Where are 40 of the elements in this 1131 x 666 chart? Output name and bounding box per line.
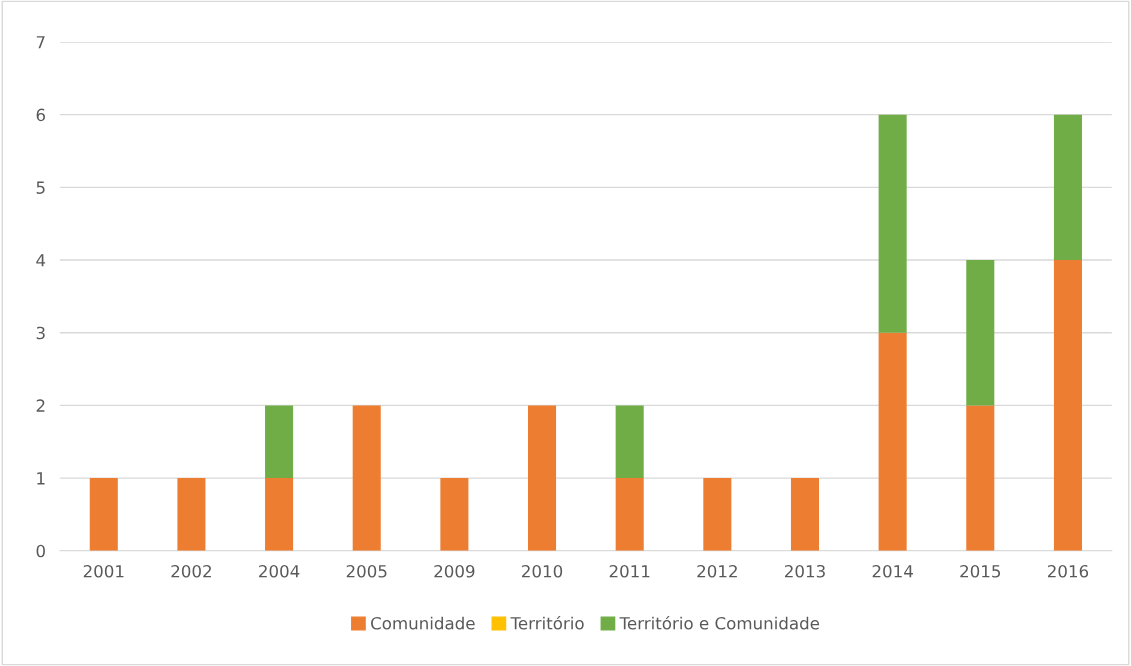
- bar: [966, 405, 995, 551]
- x-tick-label: 2015: [960, 564, 1001, 578]
- x-tick-label: 2012: [697, 564, 737, 578]
- y-tick-label: 0: [36, 544, 45, 558]
- bar: [878, 332, 907, 551]
- legend-label: Território e Comunidade: [619, 616, 820, 630]
- bar: [177, 478, 206, 551]
- bar: [352, 405, 381, 551]
- bar: [265, 405, 294, 479]
- bar: [966, 260, 995, 406]
- x-tick-label: 2009: [434, 564, 475, 578]
- bar: [878, 114, 907, 333]
- x-tick-label: 2002: [171, 564, 211, 578]
- bar: [615, 405, 644, 479]
- x-tick-label: 2004: [259, 564, 300, 578]
- y-tick-label: 3: [36, 326, 45, 340]
- y-tick-label: 7: [36, 36, 45, 49]
- bar: [89, 478, 118, 551]
- x-tick-label: 2001: [83, 564, 124, 578]
- y-tick-label: 6: [36, 108, 45, 122]
- y-tick-label: 1: [37, 472, 45, 485]
- bar: [265, 478, 294, 551]
- y-tick-label: 5: [36, 181, 45, 194]
- bar: [528, 405, 557, 551]
- x-tick-label: 2010: [522, 564, 563, 578]
- legend-label: Comunidade: [371, 616, 475, 630]
- bar: [440, 478, 469, 551]
- bar: [1053, 260, 1082, 551]
- y-tick-label: 4: [36, 254, 46, 267]
- x-tick-label: 2016: [1047, 564, 1089, 578]
- bar: [790, 478, 820, 551]
- x-tick-label: 2013: [785, 564, 825, 578]
- bar: [615, 478, 644, 551]
- bar: [1053, 114, 1082, 261]
- x-tick-label: 2011: [609, 564, 650, 578]
- x-tick-label: 2014: [872, 564, 913, 578]
- y-tick-label: 2: [36, 399, 45, 412]
- x-tick-label: 2005: [346, 564, 387, 578]
- bar: [703, 478, 732, 551]
- legend-label: Território: [510, 616, 584, 630]
